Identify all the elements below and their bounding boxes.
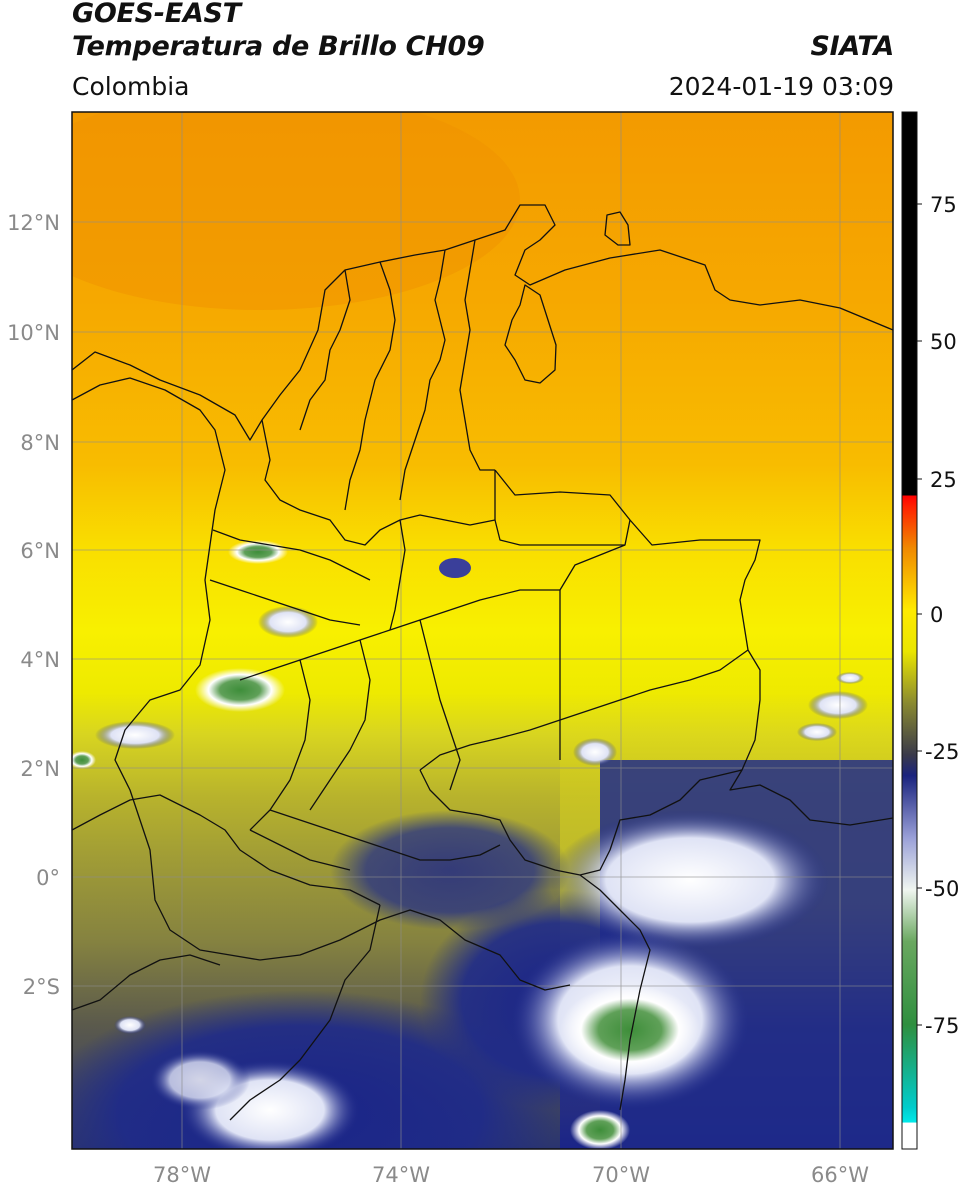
lon-tick: 74°W: [372, 1163, 430, 1187]
lat-tick: 2°N: [20, 757, 60, 781]
colorbar-tick: 75: [930, 193, 957, 217]
map-frame: [71, 111, 894, 1150]
borders: [72, 204, 893, 1121]
lat-tick: 8°N: [20, 431, 60, 455]
lat-tick: 0°: [36, 866, 60, 890]
lon-tick: 66°W: [811, 1163, 869, 1187]
colorbar-tick: -75: [925, 1014, 959, 1038]
colorbar-tick: 50: [930, 330, 957, 354]
graticule: [72, 112, 893, 1149]
lat-tick: 6°N: [20, 539, 60, 563]
map-title: GOES-EAST: [72, 0, 241, 29]
lon-axis: 78°W 74°W 70°W 66°W: [153, 1163, 869, 1187]
lon-tick: 70°W: [592, 1163, 650, 1187]
lat-tick: 2°S: [23, 975, 60, 999]
datetime-label: 2024-01-19 03:09: [668, 72, 894, 101]
region-label: Colombia: [72, 72, 190, 101]
colorbar-tick: -25: [925, 740, 959, 764]
colorbar-scale: [901, 111, 918, 1150]
map-imagery: [72, 112, 893, 1149]
lon-tick: 78°W: [153, 1163, 211, 1187]
colorbar: 75 50 25 0 -25 -50 -75: [901, 111, 959, 1150]
organization-label: SIATA: [810, 31, 894, 62]
colorbar-tick: 0: [930, 603, 943, 627]
colorbar-tick: -50: [925, 877, 959, 901]
lat-tick: 10°N: [7, 321, 60, 345]
lat-tick: 4°N: [20, 648, 60, 672]
colorbar-tick: 25: [930, 468, 957, 492]
lat-tick: 12°N: [7, 211, 60, 235]
map-subtitle: Temperatura de Brillo CH09: [72, 31, 485, 62]
lat-axis: 12°N 10°N 8°N 6°N 4°N 2°N 0° 2°S: [7, 211, 60, 999]
